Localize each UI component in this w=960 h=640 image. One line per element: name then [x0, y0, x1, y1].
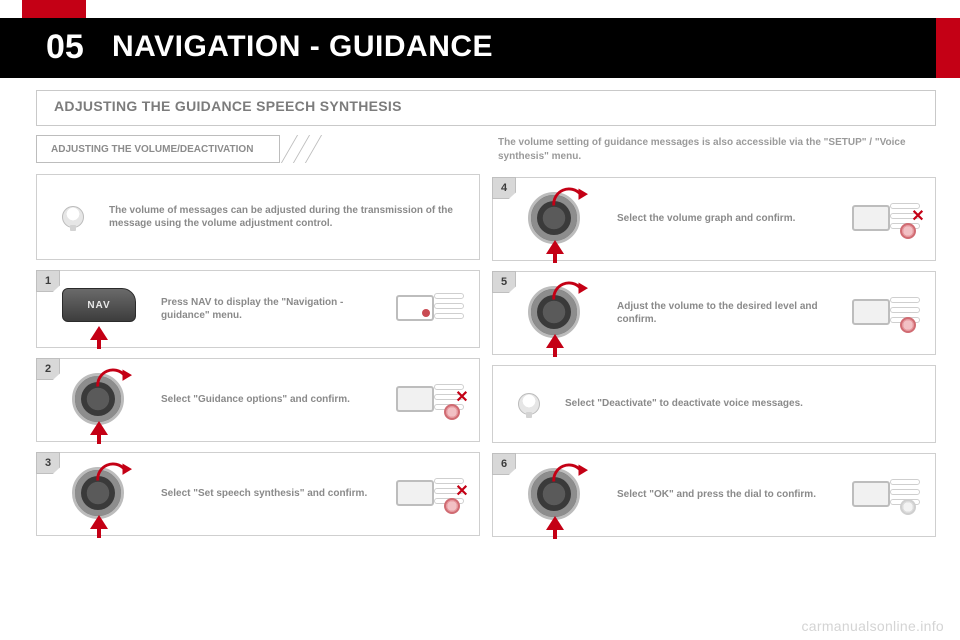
step-card-4: 4 Select the volume graph and confirm.: [492, 177, 936, 261]
info-icon-area: [501, 393, 557, 415]
display-widget: [387, 287, 471, 331]
step-icon-area: [501, 462, 609, 528]
header-accent-red: [936, 18, 960, 78]
info-bulb-icon: [62, 206, 84, 228]
step-text: Select "OK" and press the dial to confir…: [609, 488, 843, 502]
step-card-2: 2 Select "Guidance options" and confirm.: [36, 358, 480, 442]
step-icon-area: [45, 461, 153, 527]
display-widget: ✕: [387, 472, 471, 516]
press-arrow-icon: [546, 516, 564, 530]
deactivate-note-card: Select "Deactivate" to deactivate voice …: [492, 365, 936, 443]
step-card-6: 6 Select "OK" and press the dial to conf…: [492, 453, 936, 537]
right-column: The volume setting of guidance messages …: [492, 134, 936, 612]
display-widget: [843, 291, 927, 335]
x-icon: ✕: [454, 390, 470, 406]
step-card-5: 5 Adjust the volume to the desired level…: [492, 271, 936, 355]
page: 05 NAVIGATION - GUIDANCE ADJUSTING THE G…: [0, 0, 960, 640]
step-text: Adjust the volume to the desired level a…: [609, 300, 843, 327]
press-arrow-icon: [90, 421, 108, 435]
x-icon: ✕: [454, 484, 470, 500]
watermark: carmanualsonline.info: [802, 618, 945, 634]
mini-header-label: ADJUSTING THE VOLUME/DEACTIVATION: [51, 144, 253, 155]
dial-icon: [518, 462, 592, 528]
press-arrow-icon: [546, 334, 564, 348]
chapter-title: NAVIGATION - GUIDANCE: [112, 30, 493, 64]
display-widget: [843, 473, 927, 517]
step-card-3: 3 Select "Set speech synthesis" and conf…: [36, 452, 480, 536]
x-icon: ✕: [910, 209, 926, 225]
dial-icon: [518, 280, 592, 346]
display-widget: ✕: [843, 197, 927, 241]
mini-header-row: ADJUSTING THE VOLUME/DEACTIVATION: [36, 134, 480, 164]
setup-note: The volume setting of guidance messages …: [492, 134, 936, 167]
dial-icon: [62, 461, 136, 527]
slash-decor: [279, 135, 327, 163]
step-text: Select the volume graph and confirm.: [609, 212, 843, 226]
nav-key-label: NAV: [87, 300, 110, 311]
press-arrow-icon: [546, 240, 564, 254]
tab-accent: [22, 0, 86, 18]
step-icon-area: NAV: [45, 284, 153, 334]
step-icon-area: [45, 367, 153, 433]
step-text: Select "Set speech synthesis" and confir…: [153, 487, 387, 501]
dial-icon: [62, 367, 136, 433]
step-text: Select "Guidance options" and confirm.: [153, 393, 387, 407]
step-card-1: 1 NAV Press NAV to display the "Navigati…: [36, 270, 480, 348]
content-columns: ADJUSTING THE VOLUME/DEACTIVATION The vo…: [36, 134, 936, 612]
intro-card: The volume of messages can be adjusted d…: [36, 174, 480, 260]
press-arrow-icon: [90, 326, 108, 340]
left-column: ADJUSTING THE VOLUME/DEACTIVATION The vo…: [36, 134, 480, 612]
info-bulb-icon: [518, 393, 540, 415]
display-widget: ✕: [387, 378, 471, 422]
info-icon-area: [45, 206, 101, 228]
subsection-bar: ADJUSTING THE GUIDANCE SPEECH SYNTHESIS: [36, 90, 936, 126]
chapter-header: 05 NAVIGATION - GUIDANCE: [0, 18, 960, 78]
mini-header-box: ADJUSTING THE VOLUME/DEACTIVATION: [36, 135, 280, 163]
dial-icon: [518, 186, 592, 252]
step-text: Press NAV to display the "Navigation - g…: [153, 296, 387, 323]
subsection-title: ADJUSTING THE GUIDANCE SPEECH SYNTHESIS: [54, 98, 402, 114]
chapter-number: 05: [46, 28, 84, 67]
intro-text: The volume of messages can be adjusted d…: [101, 204, 471, 231]
nav-key-icon: NAV: [56, 284, 142, 334]
deactivate-note-text: Select "Deactivate" to deactivate voice …: [557, 397, 927, 411]
press-arrow-icon: [90, 515, 108, 529]
step-icon-area: [501, 280, 609, 346]
step-icon-area: [501, 186, 609, 252]
